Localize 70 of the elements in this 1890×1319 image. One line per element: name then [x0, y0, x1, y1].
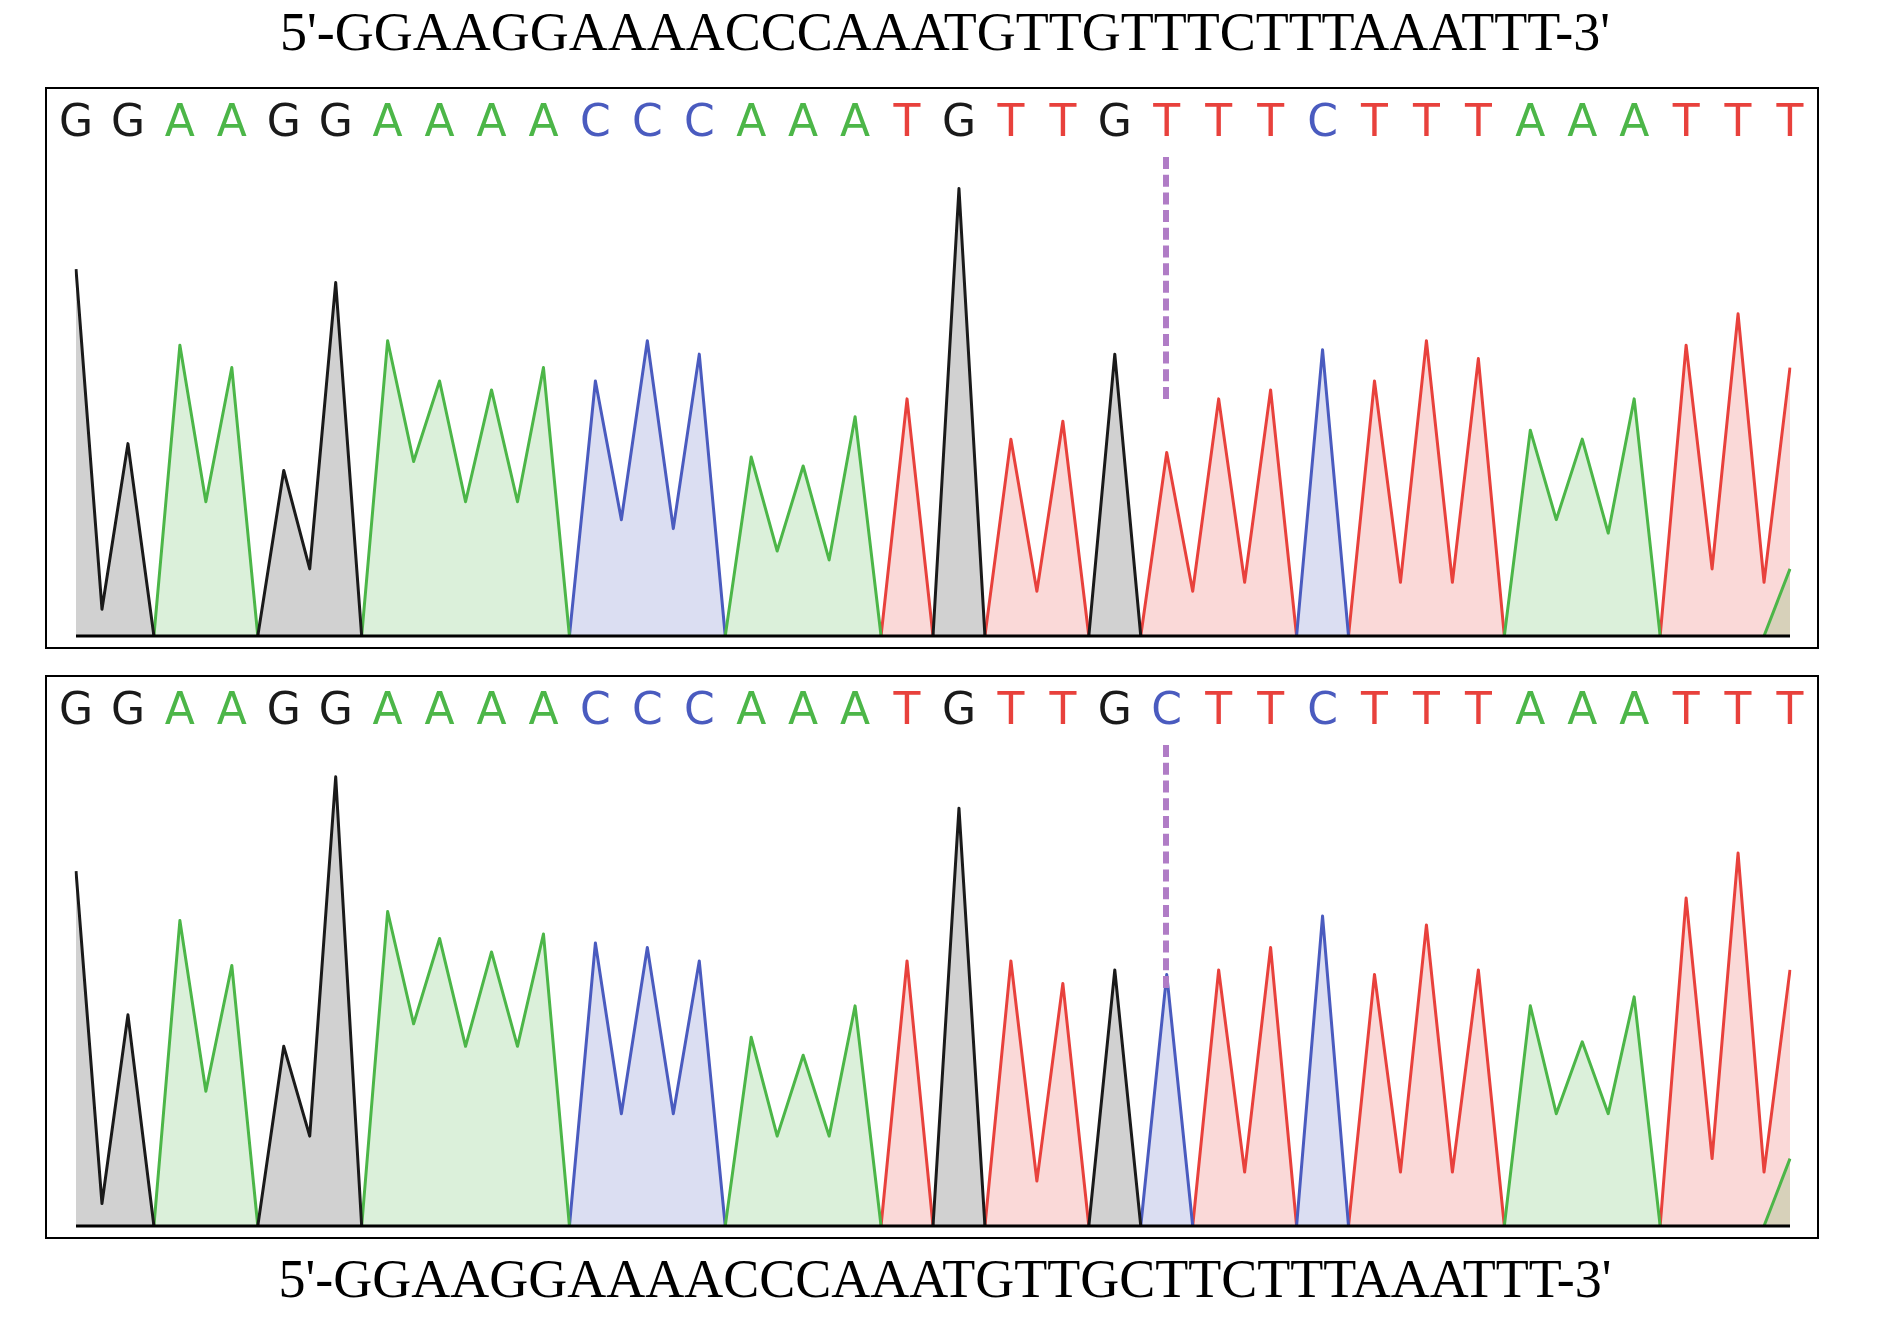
x-tick-label: G [941, 94, 977, 146]
x-tick-label: A [424, 682, 455, 734]
x-axis-title: 5'-GGAAGGAAAACCCAAATGTTGCTTCTTTAAATTT-3' [277, 1248, 1613, 1311]
x-tick-label: T [1723, 94, 1752, 146]
x-tick-label: T [1360, 94, 1389, 146]
x-tick-label: A [1619, 94, 1650, 146]
x-tick-label: A [788, 94, 819, 146]
x-tick-label: T [1360, 682, 1389, 734]
x-tick-label: A [1515, 94, 1546, 146]
x-tick-label: G [318, 682, 353, 734]
x-tick-label: A [372, 682, 403, 734]
x-tick-label: A [372, 94, 403, 146]
x-tick-label: T [996, 94, 1025, 146]
x-tick-label: G [266, 682, 301, 734]
x-tick-label: T [1411, 682, 1440, 734]
x-tick-label: T [1204, 94, 1233, 146]
x-tick-label: T [1463, 682, 1492, 734]
x-tick-label: T [1152, 94, 1181, 146]
x-tick-label: T [1204, 682, 1233, 734]
x-tick-label: A [788, 682, 819, 734]
x-tick-label: C [683, 682, 715, 734]
x-tick-label: C [1307, 682, 1338, 734]
x-tick-label: C [580, 682, 611, 734]
x-tick-label: A [476, 94, 507, 146]
x-tick-label: G [266, 94, 301, 146]
x-tick-label: T [892, 682, 921, 734]
x-tick-label: A [840, 94, 871, 146]
x-tick-label: A [528, 94, 559, 146]
x-tick-label: G [1097, 94, 1132, 146]
x-tick-label: A [1619, 682, 1650, 734]
x-tick-label: T [892, 94, 921, 146]
x-tick-label: A [1567, 94, 1598, 146]
x-tick-label: T [1723, 682, 1752, 734]
x-tick-label: C [631, 94, 663, 146]
x-tick-label: T [1775, 94, 1804, 146]
x-tick-label: C [1307, 94, 1338, 146]
x-tick-label: T [1256, 682, 1285, 734]
x-tick-label: G [941, 682, 977, 734]
x-tick-label: T [1775, 682, 1804, 734]
x-tick-label: T [1463, 94, 1492, 146]
x-tick-label: C [631, 682, 663, 734]
x-tick-label: A [164, 682, 195, 734]
x-tick-label: A [424, 94, 455, 146]
x-tick-label: G [318, 94, 353, 146]
x-tick-label: C [580, 94, 611, 146]
x-tick-label: A [1567, 682, 1598, 734]
x-tick-label: T [1048, 94, 1077, 146]
x-tick-label: T [1048, 682, 1077, 734]
x-tick-label: A [164, 94, 195, 146]
x-tick-label: T [1671, 682, 1700, 734]
x-tick-label: A [528, 682, 559, 734]
x-tick-label: A [476, 682, 507, 734]
x-tick-label: G [58, 94, 94, 146]
x-tick-label: A [1515, 682, 1546, 734]
chart-title: 5'-GGAAGGAAAACCCAAATGTTGTTTCTTTAAATTT-3' [279, 1, 1611, 64]
x-tick-label: A [736, 94, 767, 146]
x-tick-label: A [216, 682, 247, 734]
x-tick-label: T [1671, 94, 1700, 146]
x-tick-label: C [1151, 682, 1183, 734]
x-tick-label: G [58, 682, 94, 734]
x-tick-label: T [996, 682, 1025, 734]
x-tick-label: T [1411, 94, 1440, 146]
x-tick-label: A [840, 682, 871, 734]
x-tick-label: T [1256, 94, 1285, 146]
x-tick-label: G [110, 682, 145, 734]
x-tick-label: G [1097, 682, 1132, 734]
x-tick-label: C [683, 94, 715, 146]
x-tick-label: A [216, 94, 247, 146]
x-tick-label: G [110, 94, 145, 146]
x-tick-label: A [736, 682, 767, 734]
